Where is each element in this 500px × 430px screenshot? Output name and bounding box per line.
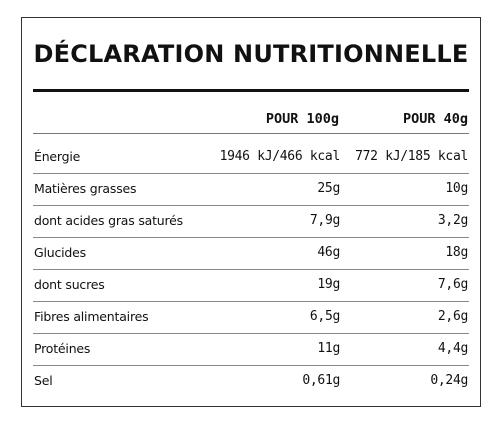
nutrient-label: Matières grasses xyxy=(34,181,137,196)
value-per-100g: 6,5g xyxy=(309,309,340,324)
value-per-100g: 0,61g xyxy=(302,373,340,388)
table-row: Protéines 11g 4,4g xyxy=(33,334,469,366)
value-per-100g: 25g xyxy=(317,181,340,196)
nutrition-table: Énergie 1946 kJ/466 kcal 772 kJ/185 kcal… xyxy=(33,142,469,398)
table-row: Sel 0,61g 0,24g xyxy=(33,366,469,398)
nutrient-label: Énergie xyxy=(34,149,81,164)
header-divider xyxy=(33,133,469,134)
panel-title: DÉCLARATION NUTRITIONNELLE xyxy=(33,40,469,68)
value-per-100g: 11g xyxy=(317,341,340,356)
value-per-40g: 2,6g xyxy=(437,309,468,324)
nutrient-label: dont sucres xyxy=(34,277,105,292)
value-per-40g: 0,24g xyxy=(430,373,468,388)
title-divider xyxy=(33,89,469,92)
value-per-40g: 7,6g xyxy=(437,277,468,292)
value-per-40g: 3,2g xyxy=(437,213,468,228)
table-row: Glucides 46g 18g xyxy=(33,238,469,270)
value-per-100g: 7,9g xyxy=(309,213,340,228)
nutrient-label: Sel xyxy=(34,373,53,388)
nutrient-label: Fibres alimentaires xyxy=(34,309,149,324)
nutrition-panel: DÉCLARATION NUTRITIONNELLE POUR 100g POU… xyxy=(21,17,481,407)
value-per-100g: 1946 kJ/466 kcal xyxy=(219,149,341,164)
value-per-40g: 772 kJ/185 kcal xyxy=(355,149,468,164)
table-row: Fibres alimentaires 6,5g 2,6g xyxy=(33,302,469,334)
value-per-100g: 19g xyxy=(317,277,340,292)
value-per-40g: 10g xyxy=(445,181,468,196)
table-row: Matières grasses 25g 10g xyxy=(33,174,469,206)
column-header-per-100g: POUR 100g xyxy=(265,111,339,127)
table-row: dont sucres 19g 7,6g xyxy=(33,270,469,302)
nutrient-label: Glucides xyxy=(34,245,86,260)
nutrient-label: Protéines xyxy=(34,341,91,356)
value-per-40g: 18g xyxy=(445,245,468,260)
table-row: Énergie 1946 kJ/466 kcal 772 kJ/185 kcal xyxy=(33,142,469,174)
nutrient-label: dont acides gras saturés xyxy=(34,213,183,228)
table-row: dont acides gras saturés 7,9g 3,2g xyxy=(33,206,469,238)
column-header-per-40g: POUR 40g xyxy=(402,111,468,127)
value-per-100g: 46g xyxy=(317,245,340,260)
value-per-40g: 4,4g xyxy=(437,341,468,356)
